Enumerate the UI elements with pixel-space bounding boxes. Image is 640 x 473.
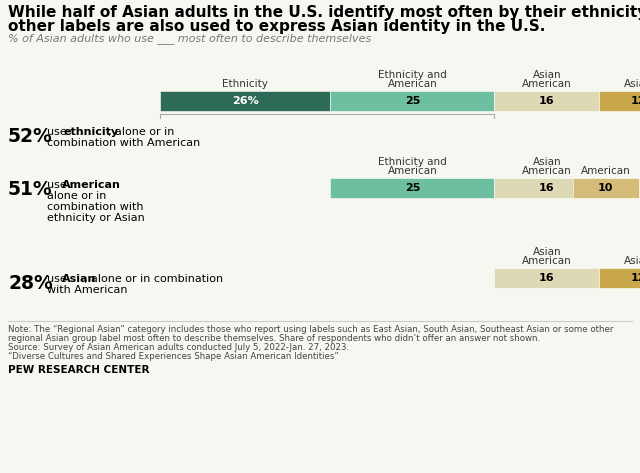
Text: 10: 10: [598, 183, 614, 193]
Text: regional Asian group label most often to describe themselves. Share of responden: regional Asian group label most often to…: [8, 334, 540, 343]
Text: “Diverse Cultures and Shared Experiences Shape Asian American Identities”: “Diverse Cultures and Shared Experiences…: [8, 352, 339, 361]
Text: 51%: 51%: [8, 180, 52, 199]
Text: American: American: [581, 166, 630, 176]
Text: 25: 25: [404, 183, 420, 193]
Text: Note: The “Regional Asian” category includes those who report using labels such : Note: The “Regional Asian” category incl…: [8, 325, 613, 334]
Text: ethnicity: ethnicity: [64, 127, 119, 137]
Text: PEW RESEARCH CENTER: PEW RESEARCH CENTER: [8, 365, 150, 375]
Text: Asian: Asian: [624, 256, 640, 266]
Text: use: use: [47, 274, 70, 284]
Text: American: American: [522, 166, 572, 176]
Text: Ethnicity and: Ethnicity and: [378, 70, 447, 80]
Text: American: American: [522, 256, 572, 266]
Bar: [599, 268, 640, 288]
Text: American: American: [387, 79, 437, 89]
Bar: [494, 91, 599, 111]
Bar: [330, 178, 494, 198]
Bar: [330, 91, 494, 111]
Text: 26%: 26%: [232, 96, 259, 106]
Text: with American: with American: [47, 285, 127, 295]
Text: Asian: Asian: [532, 70, 561, 80]
Text: % of Asian adults who use ___ most often to describe themselves: % of Asian adults who use ___ most often…: [8, 33, 371, 44]
Text: Source: Survey of Asian American adults conducted July 5, 2022-Jan. 27, 2023.: Source: Survey of Asian American adults …: [8, 343, 349, 352]
Text: , alone or in combination: , alone or in combination: [84, 274, 223, 284]
Text: 12: 12: [631, 96, 640, 106]
Text: Ethnicity: Ethnicity: [222, 79, 268, 89]
Text: 25: 25: [404, 96, 420, 106]
Text: American: American: [522, 79, 572, 89]
Bar: [494, 268, 599, 288]
Text: Ethnicity and: Ethnicity and: [378, 157, 447, 167]
Text: use: use: [47, 127, 70, 137]
Text: , alone or in: , alone or in: [108, 127, 174, 137]
Text: 16: 16: [539, 273, 555, 283]
Text: 12: 12: [631, 273, 640, 283]
Text: While half of Asian adults in the U.S. identify most often by their ethnicity, m: While half of Asian adults in the U.S. i…: [8, 5, 640, 20]
Text: combination with American: combination with American: [47, 138, 200, 148]
Bar: [160, 91, 330, 111]
Bar: [494, 178, 599, 198]
Text: other labels are also used to express Asian identity in the U.S.: other labels are also used to express As…: [8, 19, 545, 34]
Text: combination with: combination with: [47, 202, 143, 212]
Text: 52%: 52%: [8, 127, 52, 146]
Text: Asian: Asian: [532, 157, 561, 167]
Text: 28%: 28%: [8, 274, 52, 293]
Text: ethnicity or Asian: ethnicity or Asian: [47, 213, 145, 223]
Text: American: American: [62, 180, 121, 190]
Text: Asian: Asian: [62, 274, 97, 284]
Text: alone or in: alone or in: [47, 191, 106, 201]
Bar: [599, 91, 640, 111]
Bar: [573, 178, 639, 198]
Text: 16: 16: [539, 96, 555, 106]
Text: American: American: [387, 166, 437, 176]
Text: Asian: Asian: [532, 247, 561, 257]
Text: 16: 16: [539, 183, 555, 193]
Text: Asian: Asian: [624, 79, 640, 89]
Text: use: use: [47, 180, 70, 190]
